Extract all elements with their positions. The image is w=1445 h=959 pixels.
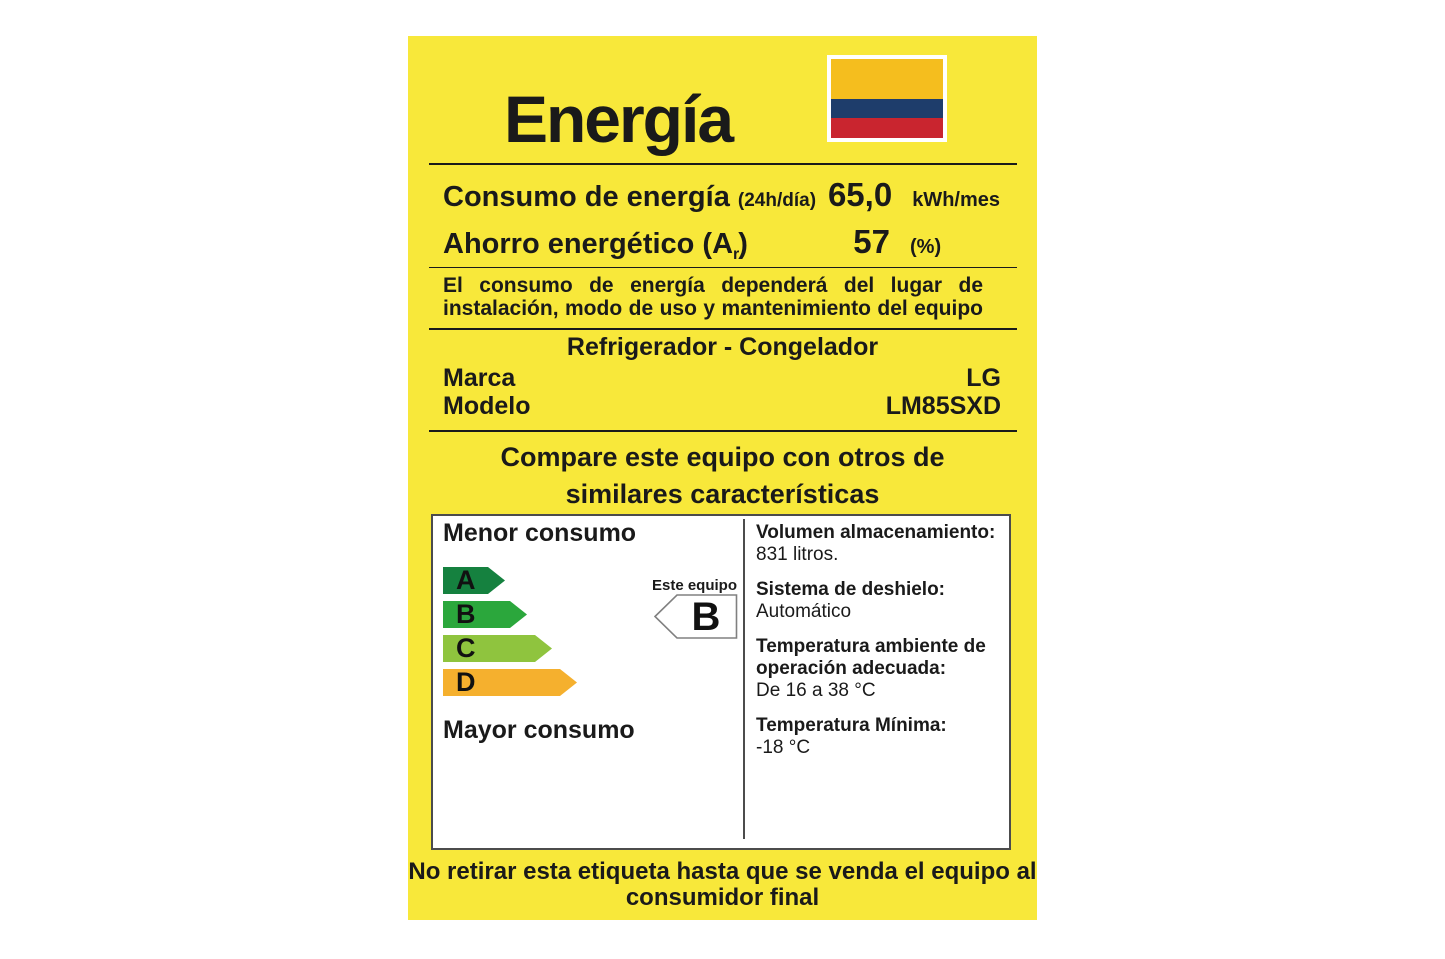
grade-letter-b: B (456, 599, 476, 629)
flag-stripe-yellow (831, 59, 943, 99)
label-title: Energía (503, 82, 734, 156)
rating-marker: B (653, 594, 738, 639)
savings-value: 57 (853, 223, 890, 260)
footer-line-1: No retirar esta etiqueta hasta que se ve… (408, 858, 1037, 885)
spec-defrost-label: Sistema de deshielo: (756, 579, 946, 600)
rating-letter: B (692, 595, 721, 639)
divider-above-product (429, 328, 1017, 330)
disclaimer-line-1: El consumo de energía dependerá del luga… (443, 274, 983, 297)
spec-list: Volumen almacenamiento: 831 litros. Sist… (756, 522, 998, 772)
compare-heading-line-1: Compare este equipo con otros de (500, 442, 945, 472)
consumption-unit: kWh/mes (912, 189, 1000, 211)
divider-under-title (429, 163, 1017, 165)
efficiency-scale: A B C D (443, 567, 577, 703)
savings-label-subscript: r (733, 246, 739, 263)
footer-line-2: consumidor final (625, 884, 820, 911)
grade-arrow-a: A (443, 567, 505, 594)
grade-arrow-c: C (443, 635, 552, 662)
este-equipo-label: Este equipo (651, 577, 737, 594)
mayor-consumo-label: Mayor consumo (443, 716, 635, 744)
menor-consumo-label: Menor consumo (443, 519, 637, 547)
consumption-label: Consumo de energía (24h/día) (443, 181, 816, 214)
consumption-value: 65,0 (827, 176, 893, 213)
spec-volume-value: 831 litros. (756, 544, 839, 565)
model-value: LM85SXD (885, 392, 1001, 420)
divider-above-disclaimer (429, 267, 1017, 268)
savings-label-text: Ahorro energético (A (443, 228, 734, 260)
footer-notice: No retirar esta etiqueta hasta que se ve… (408, 859, 1037, 911)
consumption-row: Consumo de energía (24h/día) 65,0 kWh/me… (443, 176, 1000, 214)
spec-defrost-value: Automático (756, 601, 852, 622)
flag-stripe-red (831, 118, 943, 138)
spec-ambient-temp: Temperatura ambiente de operación adecua… (756, 636, 998, 702)
spec-min-temp: Temperatura Mínima: -18 °C (756, 715, 998, 759)
disclaimer-line-2: instalación, modo de uso y mantenimiento… (443, 297, 983, 320)
spec-ambient-temp-label: Temperatura ambiente de operación adecua… (756, 636, 986, 679)
spec-volume-label: Volumen almacenamiento: (756, 522, 996, 543)
panel-vertical-divider (743, 519, 745, 839)
savings-row: Ahorro energético (Ar) 57 (%) (443, 223, 1000, 263)
grade-letter-c: C (456, 633, 476, 663)
comparison-panel: Menor consumo A B C D Este equipo B Volu… (431, 514, 1011, 850)
consumption-label-text: Consumo de energía (443, 181, 730, 213)
spec-defrost: Sistema de deshielo: Automático (756, 579, 998, 623)
product-type: Refrigerador - Congelador (566, 333, 879, 361)
rating-marker-arrow-icon: B (653, 594, 738, 639)
disclaimer-text: El consumo de energía dependerá del luga… (443, 274, 983, 320)
grade-arrow-d: D (443, 669, 577, 696)
model-label: Modelo (443, 392, 531, 420)
brand-value: LG (966, 364, 1001, 392)
grade-arrow-b: B (443, 601, 527, 628)
flag-stripe-blue (831, 98, 943, 119)
brand-row: Marca LG (443, 364, 1001, 393)
savings-unit: (%) (910, 236, 942, 258)
energy-label: Energía Consumo de energía (24h/día) 65,… (408, 36, 1037, 920)
spec-min-temp-label: Temperatura Mínima: (756, 715, 947, 736)
grade-letter-d: D (456, 667, 476, 697)
spec-volume: Volumen almacenamiento: 831 litros. (756, 522, 998, 566)
model-row: Modelo LM85SXD (443, 392, 1001, 421)
savings-label: Ahorro energético (Ar) (443, 228, 798, 263)
colombia-flag-icon (827, 55, 947, 142)
compare-heading: Compare este equipo con otros de similar… (408, 439, 1037, 513)
brand-label: Marca (443, 364, 516, 392)
spec-ambient-temp-value: De 16 a 38 °C (756, 680, 876, 701)
grade-letter-a: A (456, 565, 476, 595)
divider-above-compare (429, 430, 1017, 432)
spec-min-temp-value: -18 °C (756, 737, 811, 758)
compare-heading-line-2: similares características (565, 479, 880, 509)
consumption-qualifier: (24h/día) (737, 190, 817, 211)
savings-label-close: ) (738, 228, 748, 260)
